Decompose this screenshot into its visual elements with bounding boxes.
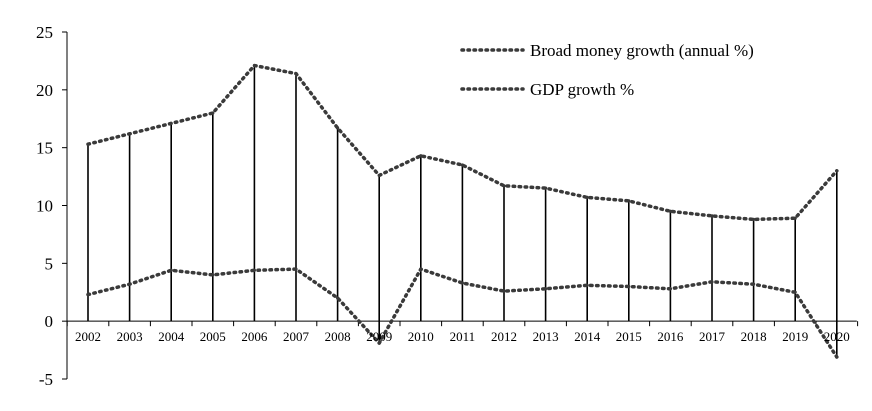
x-tick-label: 2008 <box>325 329 351 344</box>
y-tick-label: 5 <box>45 254 54 273</box>
data-point-gdp <box>585 283 589 287</box>
data-point-gdp <box>835 355 839 359</box>
y-tick-labels: -5 0 5 10 15 20 25 <box>36 23 53 389</box>
y-tick-label: -5 <box>39 370 53 389</box>
data-point-gdp <box>86 292 90 297</box>
data-point-gdp <box>294 267 298 271</box>
data-point-broad-money <box>252 63 256 68</box>
drop-lines <box>87 65 838 358</box>
x-tick-label: 2011 <box>450 329 476 344</box>
data-point-gdp <box>752 282 756 286</box>
data-point-broad-money <box>627 199 631 203</box>
y-tick-label: 0 <box>45 312 54 331</box>
data-point-broad-money <box>585 195 589 200</box>
data-point-gdp <box>211 273 215 277</box>
data-point-gdp <box>336 296 340 300</box>
data-point-broad-money <box>419 154 423 158</box>
data-point-broad-money <box>128 132 132 136</box>
x-tick-label: 2016 <box>657 329 684 344</box>
x-tick-label: 2006 <box>241 329 268 344</box>
x-tick-label: 2020 <box>824 329 850 344</box>
y-tick-label: 25 <box>36 23 53 42</box>
data-point-broad-money <box>294 72 298 76</box>
legend: Broad money growth (annual %) GDP growth… <box>460 41 754 99</box>
x-tick-label: 2012 <box>491 329 517 344</box>
data-point-gdp <box>460 281 464 285</box>
data-point-broad-money <box>86 142 90 146</box>
x-tick-label: 2002 <box>75 329 101 344</box>
x-tick-label: 2007 <box>283 329 310 344</box>
data-point-gdp <box>710 280 714 284</box>
x-tick-label: 2019 <box>782 329 808 344</box>
data-point-gdp <box>128 282 132 286</box>
legend-label-gdp: GDP growth % <box>530 80 634 99</box>
data-point-broad-money <box>502 184 506 188</box>
y-tick-label: 10 <box>36 197 53 216</box>
x-tick-label: 2004 <box>158 329 185 344</box>
legend-label-broad-money: Broad money growth (annual %) <box>530 41 754 60</box>
x-tick-label: 2015 <box>616 329 642 344</box>
data-point-gdp <box>377 341 381 345</box>
y-tick-label: 15 <box>36 139 53 158</box>
x-tick-label: 2013 <box>533 329 559 344</box>
data-point-gdp <box>419 267 423 271</box>
x-tick-label: 2018 <box>741 329 767 344</box>
data-point-broad-money <box>835 169 839 173</box>
data-point-broad-money <box>752 217 756 221</box>
x-tick-label: 2010 <box>408 329 434 344</box>
data-point-gdp <box>169 268 173 272</box>
data-point-gdp <box>627 284 631 289</box>
data-point-broad-money <box>793 216 797 220</box>
data-point-gdp <box>252 268 256 272</box>
series-layer <box>86 63 839 359</box>
x-tick-label: 2017 <box>699 329 726 344</box>
data-point-broad-money <box>710 214 714 218</box>
x-tick-labels: 2002 2003 2004 2005 2006 2007 2008 2009 2010 2011… <box>75 329 850 344</box>
x-tick-label: 2005 <box>200 329 226 344</box>
data-point-broad-money <box>460 163 464 167</box>
data-point-broad-money <box>377 173 381 178</box>
data-point-broad-money <box>544 186 548 190</box>
x-tick-label: 2003 <box>117 329 143 344</box>
data-point-gdp <box>502 289 506 293</box>
data-point-broad-money <box>169 121 173 125</box>
x-tick-label: 2014 <box>574 329 601 344</box>
data-point-gdp <box>793 290 797 294</box>
data-point-broad-money <box>211 111 215 115</box>
data-point-gdp <box>668 287 673 291</box>
data-point-broad-money <box>668 209 673 213</box>
axes-layer <box>62 31 859 380</box>
data-point-broad-money <box>336 126 340 130</box>
data-point-gdp <box>544 287 548 291</box>
x-tick-label: 2009 <box>366 329 392 344</box>
y-tick-label: 20 <box>36 81 53 100</box>
